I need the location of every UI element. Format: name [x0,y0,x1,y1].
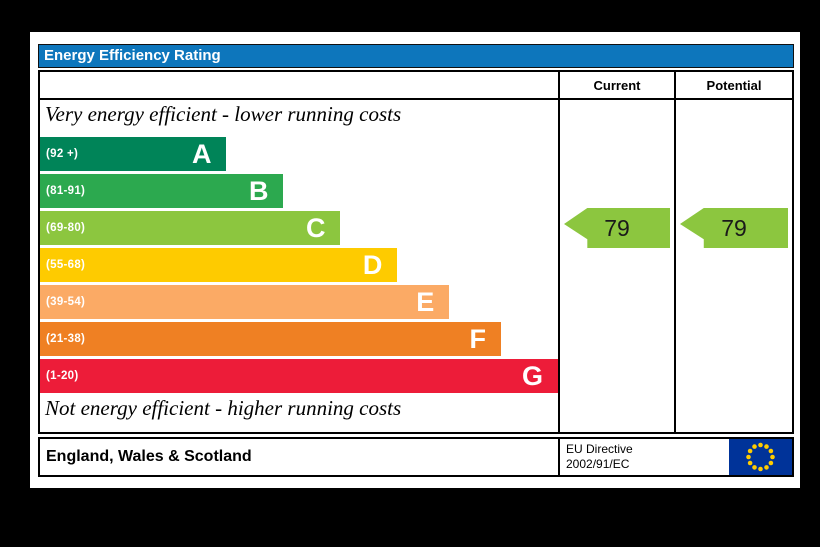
band-letter: G [521,360,543,391]
rating-table: Current Potential Very energy efficient … [38,70,794,434]
band-range-label: (55-68) [46,259,86,271]
rating-bands: (92 +) A (81-91) B (69-80) C (55-68) D (39-54) E(… [40,137,558,393]
eu-directive-line1: EU Directive [566,442,633,456]
potential-rating-arrow: 79 [680,208,788,248]
bottom-note: Not energy efficient - higher running co… [45,396,402,420]
band-letter: F [469,323,487,354]
band-row-B: (81-91) B [40,174,284,208]
column-header-current: Current [593,77,641,93]
current-rating-value: 79 [604,214,630,241]
region-label: England, Wales & Scotland [46,448,252,465]
band-row-E: (39-54) E [40,285,450,319]
header-divider [40,98,792,100]
band-row-C: (69-80) C [40,211,341,245]
column-divider-potential [674,72,676,432]
chart-title: Energy Efficiency Rating [44,47,221,64]
band-range-label: (81-91) [46,185,86,197]
chart-title-bar: Energy Efficiency Rating [38,44,794,68]
eu-directive-label: EU Directive 2002/91/EC [566,442,633,472]
eu-flag-icon [729,439,792,475]
eu-directive-line2: 2002/91/EC [566,457,630,471]
footer-bar: England, Wales & Scotland EU Directive 2… [38,437,794,477]
band-range-label: (21-38) [46,333,86,345]
footer-divider [558,439,560,475]
band-letter: E [416,286,435,317]
potential-rating-value: 79 [721,214,747,241]
current-rating-arrow: 79 [564,208,670,248]
band-letter: C [305,212,326,243]
band-letter: B [248,175,269,206]
band-row-F: (21-38) F [40,322,502,356]
column-header-potential: Potential [706,77,762,93]
top-note: Very energy efficient - lower running co… [45,102,402,126]
band-range-label: (1-20) [46,370,79,382]
band-range-label: (69-80) [46,222,86,234]
band-letter: D [362,249,383,280]
band-range-label: (92 +) [46,148,79,160]
band-range-label: (39-54) [46,296,86,308]
band-row-D: (55-68) D [40,248,398,282]
band-row-A: (92 +) A [40,137,227,171]
column-divider-current [558,72,560,432]
band-letter: A [191,138,212,169]
chart-panel: Energy Efficiency Rating Current Potenti… [30,32,800,488]
band-row-G: (1-20) G [40,359,558,393]
